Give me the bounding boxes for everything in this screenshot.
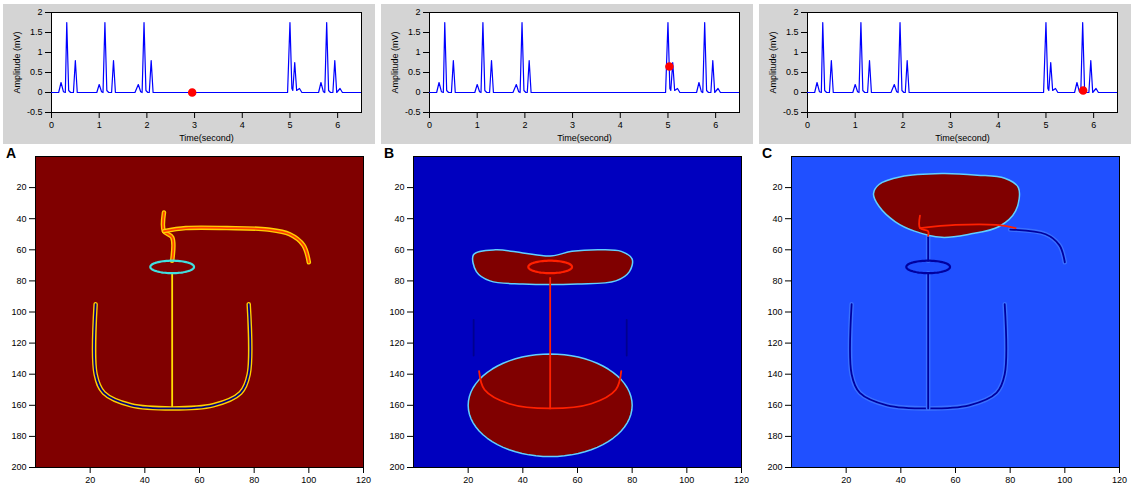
svg-text:2: 2 (415, 7, 420, 17)
svg-text:20: 20 (463, 475, 473, 485)
svg-text:40: 40 (16, 214, 26, 224)
svg-text:4: 4 (240, 120, 245, 130)
svg-text:100: 100 (767, 307, 782, 317)
svg-text:120: 120 (389, 338, 404, 348)
svg-text:120: 120 (356, 475, 371, 485)
svg-text:Time(second): Time(second) (179, 133, 234, 143)
svg-text:0.5: 0.5 (786, 67, 799, 77)
svg-text:120: 120 (767, 338, 782, 348)
svg-text:100: 100 (11, 307, 26, 317)
svg-text:1.5: 1.5 (786, 27, 799, 37)
svg-text:20: 20 (16, 182, 26, 192)
svg-text:100: 100 (679, 475, 694, 485)
svg-text:1: 1 (853, 120, 858, 130)
svg-text:60: 60 (950, 475, 960, 485)
svg-text:1.5: 1.5 (408, 27, 421, 37)
svg-text:40: 40 (394, 214, 404, 224)
html-text:A: A (6, 145, 17, 161)
svg-text:3: 3 (192, 120, 197, 130)
svg-text:40: 40 (140, 475, 150, 485)
svg-text:80: 80 (249, 475, 259, 485)
svg-text:200: 200 (389, 462, 404, 472)
svg-text:5: 5 (1043, 120, 1048, 130)
svg-text:0: 0 (793, 87, 798, 97)
svg-text:60: 60 (572, 475, 582, 485)
svg-text:60: 60 (394, 245, 404, 255)
svg-text:0.5: 0.5 (30, 67, 43, 77)
svg-text:80: 80 (394, 276, 404, 286)
svg-text:20: 20 (394, 182, 404, 192)
svg-text:80: 80 (1005, 475, 1015, 485)
svg-text:1: 1 (415, 47, 420, 57)
svg-text:140: 140 (389, 369, 404, 379)
svg-text:2: 2 (37, 7, 42, 17)
svg-text:80: 80 (16, 276, 26, 286)
svg-text:40: 40 (518, 475, 528, 485)
svg-text:2: 2 (522, 120, 527, 130)
svg-text:1.5: 1.5 (30, 27, 43, 37)
svg-text:60: 60 (16, 245, 26, 255)
svg-text:20: 20 (772, 182, 782, 192)
svg-text:160: 160 (389, 400, 404, 410)
svg-text:100: 100 (301, 475, 316, 485)
svg-text:200: 200 (11, 462, 26, 472)
svg-text:160: 160 (11, 400, 26, 410)
svg-text:6: 6 (1091, 120, 1096, 130)
svg-text:4: 4 (618, 120, 623, 130)
svg-text:20: 20 (841, 475, 851, 485)
svg-text:40: 40 (896, 475, 906, 485)
svg-text:Amplitude (mV): Amplitude (mV) (768, 31, 778, 93)
svg-text:180: 180 (767, 431, 782, 441)
svg-text:0: 0 (415, 87, 420, 97)
svg-text:5: 5 (287, 120, 292, 130)
html-text:C: C (762, 145, 773, 161)
svg-text:-0.5: -0.5 (783, 107, 799, 117)
svg-text:160: 160 (767, 400, 782, 410)
svg-text:0.5: 0.5 (408, 67, 421, 77)
svg-text:180: 180 (11, 431, 26, 441)
svg-text:180: 180 (389, 431, 404, 441)
svg-text:60: 60 (194, 475, 204, 485)
svg-text:100: 100 (1057, 475, 1072, 485)
svg-text:6: 6 (335, 120, 340, 130)
svg-text:-0.5: -0.5 (27, 107, 43, 117)
svg-text:80: 80 (627, 475, 637, 485)
svg-text:0: 0 (427, 120, 432, 130)
svg-text:60: 60 (772, 245, 782, 255)
svg-text:1: 1 (97, 120, 102, 130)
svg-text:1: 1 (475, 120, 480, 130)
svg-text:140: 140 (11, 369, 26, 379)
svg-text:Time(second): Time(second) (557, 133, 612, 143)
svg-text:1: 1 (37, 47, 42, 57)
svg-text:100: 100 (389, 307, 404, 317)
svg-text:40: 40 (772, 214, 782, 224)
svg-text:120: 120 (1112, 475, 1127, 485)
svg-text:2: 2 (793, 7, 798, 17)
svg-text:4: 4 (996, 120, 1001, 130)
svg-text:3: 3 (570, 120, 575, 130)
svg-text:0: 0 (37, 87, 42, 97)
svg-text:2: 2 (144, 120, 149, 130)
svg-text:120: 120 (734, 475, 749, 485)
svg-text:5: 5 (665, 120, 670, 130)
svg-text:3: 3 (948, 120, 953, 130)
svg-text:0: 0 (805, 120, 810, 130)
svg-text:200: 200 (767, 462, 782, 472)
svg-text:2: 2 (900, 120, 905, 130)
svg-text:-0.5: -0.5 (405, 107, 421, 117)
svg-text:0: 0 (49, 120, 54, 130)
svg-text:Amplitude (mV): Amplitude (mV) (390, 31, 400, 93)
svg-text:6: 6 (713, 120, 718, 130)
svg-text:80: 80 (772, 276, 782, 286)
svg-text:140: 140 (767, 369, 782, 379)
svg-text:Amplitude (mV): Amplitude (mV) (12, 31, 22, 93)
svg-text:20: 20 (85, 475, 95, 485)
svg-text:Time(second): Time(second) (935, 133, 990, 143)
html-text:B: B (384, 145, 395, 161)
svg-text:120: 120 (11, 338, 26, 348)
svg-text:1: 1 (793, 47, 798, 57)
